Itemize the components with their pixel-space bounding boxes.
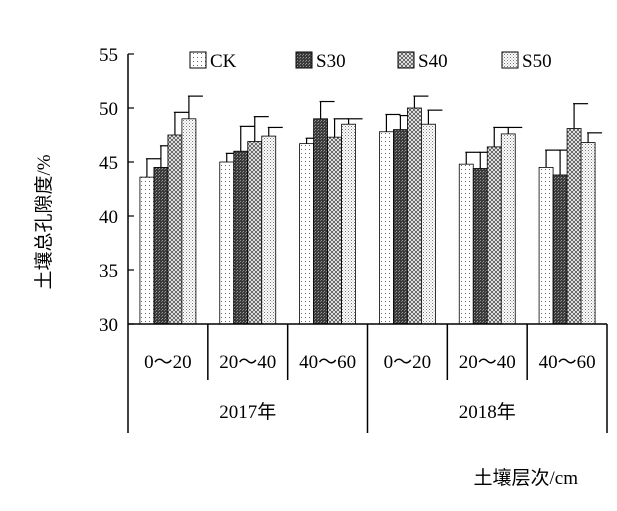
bar-s30 xyxy=(313,118,328,325)
bar-ck xyxy=(538,166,554,325)
y-tick-label: 45 xyxy=(99,153,118,174)
bar-s40 xyxy=(407,107,422,325)
category-label: 0～20 xyxy=(144,352,192,373)
legend-label: S40 xyxy=(418,51,448,72)
category-label: 40～60 xyxy=(539,352,596,373)
x-axis-title: 土壤层次/cm xyxy=(474,467,579,489)
group-label: 2018年 xyxy=(459,401,516,423)
bar-s40 xyxy=(247,141,263,325)
y-axis-title-group: 土壤总孔隙度/% xyxy=(33,154,55,289)
bar-s50 xyxy=(341,123,356,325)
bar-ck xyxy=(458,163,474,325)
category-label: 40～60 xyxy=(299,352,356,373)
bar-s30 xyxy=(233,150,249,325)
category-label: 0～20 xyxy=(384,352,432,373)
legend-label: CK xyxy=(210,51,237,72)
bar-s40 xyxy=(167,134,183,325)
plot-area: 30 35 40 45 50 55 xyxy=(99,45,603,336)
bar-ck xyxy=(139,176,155,325)
bar-s50 xyxy=(580,142,596,325)
bar-ck xyxy=(219,161,235,325)
x-axis: 0～20 20～40 40～60 2017年 0～20 20～40 40～60 2018年 xyxy=(127,323,608,433)
bar-ck xyxy=(379,131,394,325)
bar-s30 xyxy=(393,129,408,325)
bar-s50 xyxy=(500,133,516,325)
y-axis-title: 土壤总孔隙度/% xyxy=(33,154,55,289)
bar-s40 xyxy=(486,146,502,325)
legend-swatch-s30 xyxy=(295,51,313,69)
legend: CK S30 S40 S50 xyxy=(189,51,552,72)
bar-s30 xyxy=(153,166,169,325)
bar-s50 xyxy=(261,135,277,325)
bar-s40 xyxy=(327,136,342,325)
bar-ck xyxy=(299,143,314,325)
bar-s30 xyxy=(552,174,568,325)
y-tick-label: 40 xyxy=(99,207,118,228)
y-tick-label: 55 xyxy=(99,45,118,66)
bar-s50 xyxy=(421,123,436,325)
y-tick-label: 30 xyxy=(99,315,118,336)
category-label: 20～40 xyxy=(219,352,276,373)
bar-s40 xyxy=(566,128,582,325)
bar-s50 xyxy=(181,118,197,325)
group-label: 2017年 xyxy=(219,401,276,423)
legend-swatch-s40 xyxy=(397,51,415,69)
bar-s30 xyxy=(472,168,488,325)
legend-swatch-s50 xyxy=(501,51,519,69)
legend-swatch-ck xyxy=(189,51,207,69)
legend-label: S50 xyxy=(522,51,552,72)
y-tick-label: 35 xyxy=(99,261,118,282)
y-tick-label: 50 xyxy=(99,99,118,120)
category-label: 20～40 xyxy=(459,352,516,373)
legend-label: S30 xyxy=(316,51,346,72)
